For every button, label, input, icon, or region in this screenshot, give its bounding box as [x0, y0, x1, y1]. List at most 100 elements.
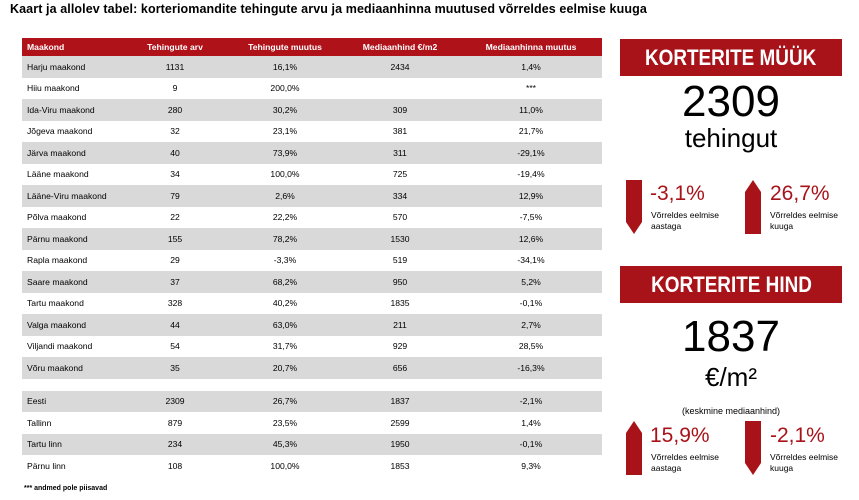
cell-transactions: 54: [170, 341, 180, 352]
table-row: Viljandi maakond 54 31,7% 929 28,5%: [22, 336, 602, 358]
cell-county: Järva maakond: [22, 142, 120, 164]
table-row: Lääne-Viru maakond 79 2,6% 334 12,9%: [22, 185, 602, 207]
cell-county: Rapla maakond: [27, 255, 88, 266]
cell-transactions-change: 16,1%: [230, 56, 340, 78]
cell-transactions-change: 31,7%: [272, 341, 298, 352]
cell-transactions-change: 63,0%: [230, 314, 340, 336]
cell-county: Valga maakond: [22, 314, 120, 336]
cell-median-change: -16,3%: [460, 357, 602, 379]
footnote: *** andmed pole piisavad: [24, 485, 108, 492]
cell-transactions: 79: [120, 185, 230, 207]
cell-transactions: 9: [172, 83, 178, 94]
header-county: Maakond: [22, 38, 120, 56]
cell-median-price: 1835: [390, 298, 410, 309]
cell-median-price: 381: [392, 126, 408, 137]
sales-value: 2309: [682, 77, 780, 126]
table-row: Võru maakond 35 20,7% 656 -16,3%: [22, 357, 602, 379]
cell-county: Hiiu maakond: [27, 83, 80, 94]
cell-median-change: 12,6%: [460, 228, 602, 250]
cell-transactions-change: 100,0%: [270, 169, 300, 180]
table-row: Ida-Viru maakond 280 30,2% 309 11,0%: [22, 99, 602, 121]
cell-county: Viljandi maakond: [27, 341, 93, 352]
cell-transactions: 29: [170, 255, 180, 266]
price-unit: €/m²: [705, 362, 757, 392]
table-row: Harju maakond 1131 16,1% 2434 1,4%: [22, 56, 602, 78]
cell-county: Tartu maakond: [27, 298, 84, 309]
cell-county: Lääne maakond: [27, 169, 89, 180]
cell-transactions: 32: [170, 126, 180, 137]
cell-median-price: 929: [392, 341, 408, 352]
cell-median-change: ***: [525, 83, 537, 94]
table-row: Tallinn 879 23,5% 2599 1,4%: [22, 412, 602, 434]
cell-median-change: -2,1%: [460, 390, 602, 412]
table-row: Pärnu maakond 155 78,2% 1530 12,6%: [22, 228, 602, 250]
cell-transactions: 37: [120, 271, 230, 293]
table-header-row: Maakond Tehingute arv Tehingute muutus M…: [22, 38, 602, 56]
cell-county: Põlva maakond: [27, 212, 87, 223]
table-row: Järva maakond 40 73,9% 311 -29,1%: [22, 142, 602, 164]
cell-median-price: 725: [392, 169, 408, 180]
cell-county: Saare maakond: [22, 271, 120, 293]
cell-transactions-change: 2,6%: [230, 185, 340, 207]
cell-transactions-change: 30,2%: [230, 99, 340, 121]
cell-median-change: 1,4%: [460, 56, 602, 78]
cell-median-change: -7,5%: [519, 212, 543, 223]
table-row: Saare maakond 37 68,2% 950 5,2%: [22, 271, 602, 293]
cell-median-change: 9,3%: [521, 460, 541, 471]
cell-county: Eesti: [22, 390, 120, 412]
table-row: Tartu linn 234 45,3% 1950 -0,1%: [22, 433, 602, 455]
cell-transactions: 44: [120, 314, 230, 336]
cell-county: Pärnu maakond: [22, 228, 120, 250]
cell-transactions-change: 73,9%: [230, 142, 340, 164]
cell-transactions-change: 26,7%: [230, 390, 340, 412]
table-spacer-cell: [22, 378, 602, 391]
cell-transactions-change: 200,0%: [270, 83, 300, 94]
cell-median-change: -34,1%: [517, 255, 545, 266]
cell-median-price: 1950: [340, 433, 460, 455]
cell-county: Tartu linn: [22, 433, 120, 455]
sales-month-label: Võrreldes eelmise kuuga: [770, 210, 839, 231]
cell-median-price: 519: [392, 255, 408, 266]
cell-transactions: 155: [120, 228, 230, 250]
cell-transactions-change: 23,1%: [272, 126, 298, 137]
cell-median-price: 1530: [340, 228, 460, 250]
table-row: Jõgeva maakond 32 23,1% 381 21,7%: [22, 121, 602, 143]
cell-median-change: 5,2%: [460, 271, 602, 293]
cell-transactions: 22: [170, 212, 180, 223]
cell-median-price: 211: [340, 314, 460, 336]
price-banner: KORTERITE HIND: [620, 266, 842, 303]
cell-transactions-change: 78,2%: [230, 228, 340, 250]
cell-median-change: 12,9%: [460, 185, 602, 207]
cell-median-price: 570: [392, 212, 408, 223]
cell-median-change: 2,7%: [460, 314, 602, 336]
cell-county: Tallinn: [27, 417, 52, 428]
cell-median-price: 311: [340, 142, 460, 164]
table-row: Hiiu maakond 9 200,0% ***: [22, 78, 602, 100]
price-month-label: Võrreldes eelmise kuuga: [770, 452, 839, 473]
cell-transactions-change: 20,7%: [230, 357, 340, 379]
table-row: Rapla maakond 29 -3,3% 519 -34,1%: [22, 250, 602, 272]
table-row: Tartu maakond 328 40,2% 1835 -0,1%: [22, 293, 602, 315]
cell-transactions: 34: [170, 169, 180, 180]
cell-county: Pärnu linn: [27, 460, 66, 471]
cell-median-change: -0,1%: [460, 433, 602, 455]
cell-median-change: 21,7%: [518, 126, 544, 137]
down-arrow-icon: [745, 421, 761, 475]
header-transactions: Tehingute arv: [120, 38, 230, 56]
cell-median-price: 309: [340, 99, 460, 121]
cell-county: Lääne-Viru maakond: [22, 185, 120, 207]
price-year-change: 15,9%: [650, 424, 710, 447]
cell-transactions: 35: [120, 357, 230, 379]
cell-transactions: 280: [120, 99, 230, 121]
cell-median-price: 334: [340, 185, 460, 207]
cell-county: Harju maakond: [22, 56, 120, 78]
cell-county: Võru maakond: [22, 357, 120, 379]
cell-median-change: 28,5%: [518, 341, 544, 352]
cell-transactions: 328: [167, 298, 183, 309]
page-title: Kaart ja allolev tabel: korteriomandite …: [10, 2, 647, 16]
table-row: Lääne maakond 34 100,0% 725 -19,4%: [22, 164, 602, 186]
header-median-change: Mediaanhinna muutus: [460, 38, 602, 56]
cell-transactions: 879: [167, 417, 183, 428]
cell-median-change: 1,4%: [521, 417, 541, 428]
cell-transactions: 1131: [120, 56, 230, 78]
